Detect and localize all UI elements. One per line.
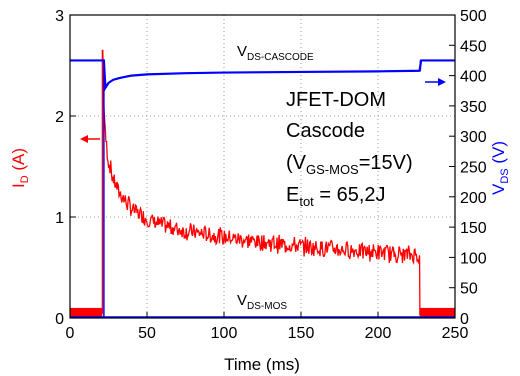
y-left-tick-label: 2: [55, 109, 64, 126]
gate-voltage-label: (VGS-MOS=15V): [286, 152, 413, 177]
y-left-axis-label: ID (A): [9, 148, 31, 188]
y-left-tick-label: 0: [55, 311, 64, 328]
x-tick-label: 0: [66, 325, 75, 342]
series-group: [70, 49, 456, 318]
series-id-baseline-noise: [420, 307, 455, 318]
x-tick-label: 200: [365, 325, 392, 342]
y-right-tick-label: 400: [460, 69, 487, 86]
grid-lines: [70, 15, 455, 318]
topology-label: Cascode: [286, 120, 365, 142]
y-right-tick-label: 150: [460, 220, 487, 237]
left-axis-arrow: [80, 135, 100, 143]
y-right-tick-label: 300: [460, 129, 487, 146]
y-left-tick-label: 1: [55, 210, 64, 227]
x-tick-label: 150: [288, 325, 315, 342]
vds-mos-label: VDS-MOS: [237, 292, 287, 312]
x-tick-label: 100: [211, 325, 238, 342]
y-right-tick-label: 0: [460, 311, 469, 328]
energy-label: Etot = 65,2J: [286, 184, 386, 209]
vds-cascode-label: VDS-CASCODE: [237, 43, 314, 63]
y-right-tick-label: 500: [460, 8, 487, 25]
y-right-tick-label: 450: [460, 38, 487, 55]
device-name-label: JFET-DOM: [286, 89, 386, 111]
y-right-tick-label: 200: [460, 190, 487, 207]
tick-group: 0 50 100 150 200 2500123050100150200250300350…: [55, 8, 487, 342]
y-right-tick-label: 350: [460, 99, 487, 116]
y-right-tick-label: 50: [460, 281, 478, 298]
y-right-tick-label: 100: [460, 250, 487, 267]
x-tick-label: 50: [138, 325, 156, 342]
right-axis-arrow: [425, 78, 446, 86]
x-tick-label: 250: [442, 325, 469, 342]
series-id-current: [70, 49, 456, 316]
series-vds-cascode: [70, 59, 455, 92]
y-right-tick-label: 250: [460, 160, 487, 177]
series-id-baseline-noise: [70, 307, 103, 318]
y-left-tick-label: 3: [55, 8, 64, 25]
x-axis-label: Time (ms): [224, 355, 300, 374]
y-right-axis-label: VDS (V): [489, 141, 511, 195]
